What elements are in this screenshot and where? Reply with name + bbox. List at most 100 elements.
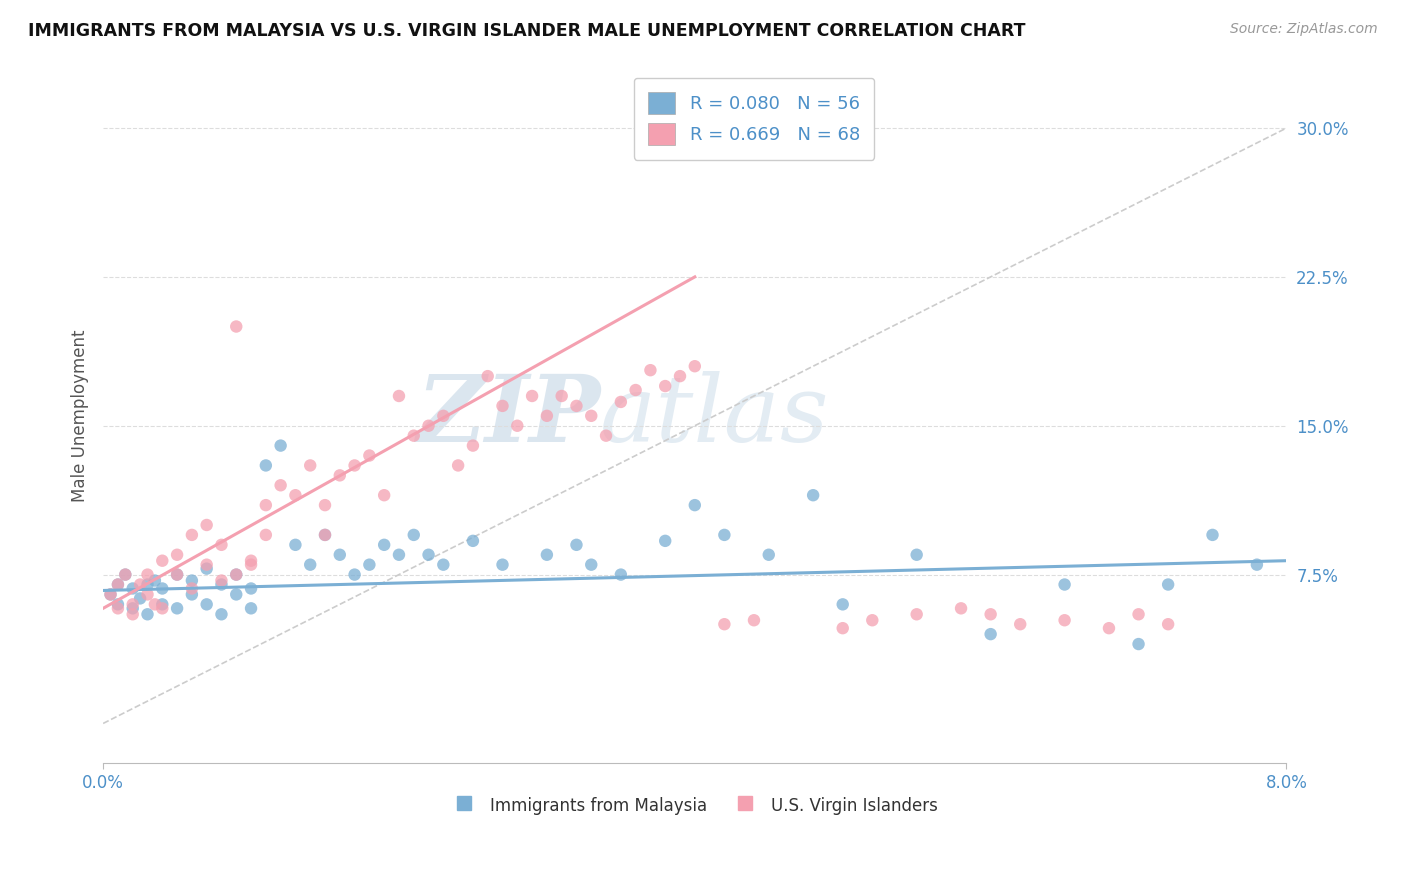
- Point: [180, 587, 202, 601]
- Point: [1010, 617, 1032, 632]
- Point: [284, 488, 307, 502]
- Point: [831, 598, 853, 612]
- Point: [329, 548, 352, 562]
- Point: [1128, 637, 1150, 651]
- Point: [195, 518, 218, 533]
- Point: [1157, 577, 1180, 591]
- Point: [359, 558, 381, 572]
- Point: [180, 528, 202, 542]
- Point: [136, 577, 159, 591]
- Text: Source: ZipAtlas.com: Source: ZipAtlas.com: [1230, 22, 1378, 37]
- Point: [402, 528, 425, 542]
- Point: [121, 607, 143, 622]
- Point: [114, 567, 136, 582]
- Point: [373, 538, 395, 552]
- Point: [150, 554, 173, 568]
- Point: [225, 319, 247, 334]
- Point: [359, 449, 381, 463]
- Point: [950, 601, 973, 615]
- Point: [402, 428, 425, 442]
- Point: [624, 383, 647, 397]
- Point: [669, 369, 692, 384]
- Point: [683, 359, 706, 374]
- Point: [550, 389, 572, 403]
- Point: [100, 587, 122, 601]
- Point: [240, 554, 263, 568]
- Point: [432, 409, 454, 423]
- Point: [121, 598, 143, 612]
- Point: [388, 389, 411, 403]
- Point: [654, 533, 676, 548]
- Point: [240, 582, 263, 596]
- Point: [860, 613, 883, 627]
- Point: [581, 558, 603, 572]
- Point: [166, 567, 188, 582]
- Point: [905, 607, 928, 622]
- Point: [980, 607, 1002, 622]
- Point: [980, 627, 1002, 641]
- Y-axis label: Male Unemployment: Male Unemployment: [72, 329, 89, 502]
- Point: [1128, 607, 1150, 622]
- Point: [447, 458, 470, 473]
- Point: [129, 591, 152, 606]
- Point: [166, 548, 188, 562]
- Point: [654, 379, 676, 393]
- Point: [129, 577, 152, 591]
- Point: [299, 458, 322, 473]
- Point: [801, 488, 824, 502]
- Point: [1053, 577, 1076, 591]
- Text: atlas: atlas: [600, 371, 830, 461]
- Point: [195, 598, 218, 612]
- Point: [418, 548, 440, 562]
- Point: [343, 567, 366, 582]
- Text: IMMIGRANTS FROM MALAYSIA VS U.S. VIRGIN ISLANDER MALE UNEMPLOYMENT CORRELATION C: IMMIGRANTS FROM MALAYSIA VS U.S. VIRGIN …: [28, 22, 1025, 40]
- Point: [565, 538, 588, 552]
- Point: [254, 458, 277, 473]
- Point: [329, 468, 352, 483]
- Point: [211, 538, 233, 552]
- Point: [1098, 621, 1121, 635]
- Point: [418, 418, 440, 433]
- Text: ZIP: ZIP: [416, 371, 600, 461]
- Point: [143, 598, 166, 612]
- Point: [491, 558, 513, 572]
- Point: [373, 488, 395, 502]
- Point: [299, 558, 322, 572]
- Point: [520, 389, 543, 403]
- Point: [1201, 528, 1223, 542]
- Point: [107, 577, 129, 591]
- Point: [581, 409, 603, 423]
- Point: [136, 607, 159, 622]
- Point: [254, 528, 277, 542]
- Point: [136, 587, 159, 601]
- Point: [107, 598, 129, 612]
- Point: [314, 498, 336, 512]
- Point: [683, 498, 706, 512]
- Point: [758, 548, 780, 562]
- Legend: Immigrants from Malaysia, U.S. Virgin Islanders: Immigrants from Malaysia, U.S. Virgin Is…: [444, 788, 946, 824]
- Point: [477, 369, 499, 384]
- Point: [225, 587, 247, 601]
- Point: [195, 558, 218, 572]
- Point: [314, 528, 336, 542]
- Point: [565, 399, 588, 413]
- Point: [166, 601, 188, 615]
- Point: [180, 582, 202, 596]
- Point: [166, 567, 188, 582]
- Point: [240, 601, 263, 615]
- Point: [107, 577, 129, 591]
- Point: [831, 621, 853, 635]
- Point: [254, 498, 277, 512]
- Point: [284, 538, 307, 552]
- Point: [150, 598, 173, 612]
- Point: [491, 399, 513, 413]
- Point: [713, 528, 735, 542]
- Point: [211, 607, 233, 622]
- Point: [536, 409, 558, 423]
- Point: [240, 558, 263, 572]
- Point: [536, 548, 558, 562]
- Point: [100, 587, 122, 601]
- Point: [343, 458, 366, 473]
- Point: [1053, 613, 1076, 627]
- Point: [150, 601, 173, 615]
